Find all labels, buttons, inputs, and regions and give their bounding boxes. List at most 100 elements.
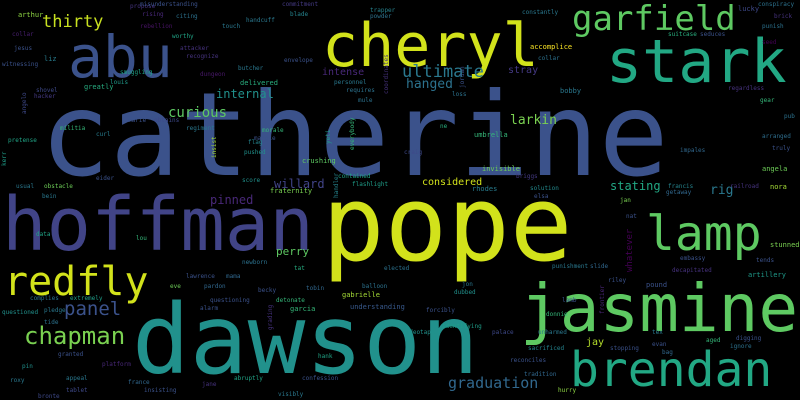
cloud-word: grading [267,304,274,330]
cloud-word: rebellion [140,23,173,30]
cloud-word: reconciles [510,357,547,364]
cloud-word: tradition [524,371,557,378]
cloud-word: tide [44,319,59,326]
cloud-word: flag [248,139,263,146]
cloud-word: pledge [44,307,66,314]
cloud-word: loss [452,91,467,98]
cloud-word: crushing [302,157,336,165]
cloud-word: rig [710,183,734,198]
cloud-word: dawson [132,284,479,396]
cloud-word: detonate [276,297,305,304]
cloud-word: complies [30,295,59,302]
cloud-word: ultimate [402,62,484,82]
cloud-word: coordinates [383,54,390,94]
cloud-word: catherine [40,68,669,203]
cloud-word: garcia [290,305,316,313]
cloud-word: elected [384,265,410,272]
cloud-word: jane [202,381,217,388]
cloud-word: marie [128,117,147,124]
cloud-word: videotape [402,329,435,336]
cloud-word: roxy [10,377,25,384]
cloud-word: extremely [70,295,103,302]
cloud-word: umbrella [474,131,508,139]
cloud-word: hank [318,353,333,360]
cloud-word: impales [680,147,706,154]
cloud-word: nora [770,183,787,191]
cloud-word: brick [774,13,793,20]
cloud-word: eve [170,283,181,290]
cloud-word: insist [211,136,218,158]
cloud-word: fraternity [270,187,313,195]
cloud-word: stray [508,65,539,76]
cloud-word: lamp [646,206,762,262]
cloud-word: curl [96,131,111,138]
cloud-word: unharmed [538,329,567,336]
cloud-word: pin [22,363,33,370]
cloud-word: liz [44,55,57,63]
cloud-word: ne [440,123,448,130]
cloud-word: jan [620,197,631,204]
cloud-word: eider [96,175,115,182]
cloud-word: ignore [730,343,752,350]
cloud-word: bag [662,349,673,356]
cloud-word: newborn [242,259,268,266]
cloud-word: garfield [572,0,736,39]
cloud-word: stark [606,27,787,97]
cloud-word: identifying [442,323,482,330]
cloud-word: abu [68,23,173,91]
cloud-word: elsa [534,193,549,200]
cloud-word: decapitated [672,267,712,274]
cloud-word: constantly [522,9,559,16]
cloud-word: smuggling [120,69,153,76]
cloud-word: personnel [334,79,367,86]
cloud-word: sacrificed [528,345,565,352]
cloud-word: witnessing [2,61,39,68]
cloud-word: dungeon [200,71,226,78]
cloud-word: truly [772,145,791,152]
cloud-word: butcher [238,65,264,72]
cloud-word: lamb [562,297,577,304]
cloud-word: kerr [1,151,8,166]
cloud-word: data [36,231,51,238]
cloud-word: france [128,379,150,386]
cloud-word: stopping [610,345,639,352]
cloud-word: score [242,177,261,184]
cloud-word: angela [762,165,788,173]
cloud-word: worthy [172,33,194,40]
cloud-word: seed [762,39,777,46]
cloud-word: propose [130,3,156,10]
cloud-word: gear [760,97,775,104]
cloud-word: granted [58,351,84,358]
cloud-word: blade [290,11,309,18]
cloud-word: invisible [482,165,520,173]
cloud-word: angelo [21,92,28,114]
cloud-word: flashlight [352,181,389,188]
cloud-word: balloon [362,283,388,290]
cloud-word: envelope [284,57,313,64]
cloud-word: railroad [730,183,759,190]
cloud-word: whatever [625,228,635,272]
cloud-word: curious [168,105,228,121]
cloud-word: everybody [349,117,356,150]
cloud-word: frontier [599,285,606,314]
cloud-word: punish [762,23,784,30]
cloud-word: collar [538,55,560,62]
cloud-word: nat [626,213,637,220]
cloud-word: rhodes [472,185,498,193]
cloud-word: accomplice [530,43,573,51]
cloud-word: slide [590,263,609,270]
cloud-word: brendan [570,342,773,398]
cloud-word: obstacle [44,183,73,190]
cloud-word: powder [370,13,392,20]
cloud-word: tends [756,257,775,264]
cloud-word: arranged [762,133,791,140]
cloud-word: gabrielle [342,291,380,299]
cloud-word: contained [338,173,371,180]
cloud-word: aged [706,337,721,344]
cloud-word: regardless [728,85,765,92]
cloud-word: delivered [240,79,278,87]
cloud-word: getaway [666,189,692,196]
cloud-word: willard [274,177,325,191]
cloud-word: lou [136,235,147,242]
